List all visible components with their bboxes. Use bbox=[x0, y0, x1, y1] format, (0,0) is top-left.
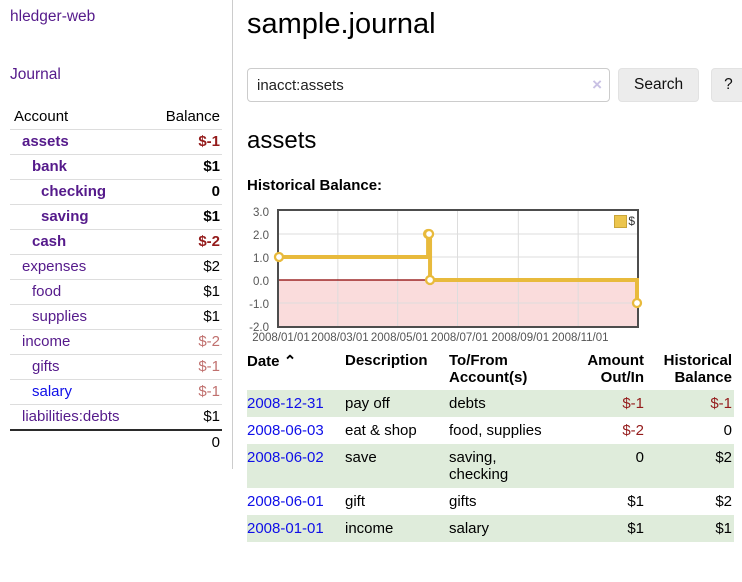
brand-link[interactable]: hledger-web bbox=[10, 8, 96, 25]
account-balance: $-1 bbox=[147, 379, 222, 405]
account-row: income $-2 bbox=[10, 329, 222, 355]
account-link-checking[interactable]: checking bbox=[41, 183, 107, 200]
transaction-amount: $-2 bbox=[622, 422, 644, 439]
help-button[interactable]: ? bbox=[711, 68, 742, 102]
account-balance: $2 bbox=[147, 254, 222, 280]
chart-plot-area: $ 3.0 2.0 1.0 0.0 -1.0 -2.0 2008/01/01 2008/03… bbox=[249, 207, 643, 344]
transaction-row: 2008-01-01 income salary $1 $1 bbox=[247, 515, 734, 542]
account-balance: $1 bbox=[147, 404, 222, 430]
page-title: sample.journal bbox=[247, 8, 436, 40]
sort-asc-icon: ⌃ bbox=[283, 353, 297, 370]
transaction-amount: $1 bbox=[627, 493, 644, 510]
transaction-description: save bbox=[345, 444, 449, 488]
chart-canvas bbox=[273, 211, 643, 326]
transaction-row: 2008-06-03 eat & shop food, supplies $-2… bbox=[247, 417, 734, 444]
transaction-amount: $1 bbox=[566, 515, 646, 542]
account-row: expenses $2 bbox=[10, 254, 222, 280]
accounts-total-value: 0 bbox=[147, 429, 222, 455]
transaction-amount: $-1 bbox=[566, 390, 646, 417]
transaction-amount: 0 bbox=[566, 444, 646, 488]
chart-title: Historical Balance: bbox=[247, 177, 383, 194]
transaction-balance: 0 bbox=[723, 422, 732, 439]
transaction-date-link[interactable]: 2008-01-01 bbox=[247, 520, 324, 537]
account-link-bank[interactable]: bank bbox=[32, 158, 68, 175]
transaction-date-link[interactable]: 2008-06-02 bbox=[247, 449, 324, 466]
clear-search-icon[interactable]: × bbox=[592, 75, 602, 94]
search-input[interactable] bbox=[247, 68, 610, 102]
transaction-row: 2008-06-02 save saving, checking 0 $2 bbox=[247, 444, 734, 488]
account-link-gifts[interactable]: gifts bbox=[32, 358, 60, 375]
legend-series-label: $ bbox=[628, 214, 635, 228]
balance-column-header: Balance bbox=[165, 108, 220, 125]
account-column-header: Account bbox=[14, 108, 69, 125]
transaction-accounts: gifts bbox=[449, 493, 477, 510]
account-row: gifts $-1 bbox=[10, 354, 222, 380]
register-table: Date ⌃ Description To/From Account(s) Am… bbox=[247, 348, 734, 542]
accounts-total-row: 0 bbox=[10, 429, 222, 455]
historical-balance-chart: $ 3.0 2.0 1.0 0.0 -1.0 -2.0 2008/01/01 2008/03… bbox=[249, 207, 643, 344]
account-heading: assets bbox=[247, 127, 317, 154]
account-balance: $-1 bbox=[147, 129, 222, 155]
sidebar: hledger-web Journal Account Balance asse… bbox=[0, 0, 233, 469]
account-row: checking 0 bbox=[10, 179, 222, 205]
search-form: × Search ? bbox=[247, 68, 742, 102]
account-link-liabilities-debts[interactable]: liabilities:debts bbox=[22, 408, 120, 425]
transaction-accounts: debts bbox=[449, 390, 566, 417]
transaction-balance: $2 bbox=[646, 444, 734, 488]
account-link-assets[interactable]: assets bbox=[22, 133, 69, 150]
transaction-accounts: saving, checking bbox=[449, 444, 566, 488]
account-row: assets $-1 bbox=[10, 129, 222, 155]
transaction-description: eat & shop bbox=[345, 422, 417, 439]
search-button[interactable]: Search bbox=[618, 68, 700, 102]
account-balance: $-2 bbox=[147, 229, 222, 255]
account-row: cash $-2 bbox=[10, 229, 222, 255]
transaction-row: 2008-06-01 gift gifts $1 $2 bbox=[247, 488, 734, 515]
account-balance: $1 bbox=[147, 204, 222, 230]
account-balance: $-1 bbox=[147, 354, 222, 380]
accounts-header-row: Account Balance bbox=[10, 105, 222, 130]
register-header-row: Date ⌃ Description To/From Account(s) Am… bbox=[247, 348, 734, 390]
transaction-row: 2008-12-31 pay off debts $-1 $-1 bbox=[247, 390, 734, 417]
account-row: supplies $1 bbox=[10, 304, 222, 330]
transaction-balance: $2 bbox=[715, 493, 732, 510]
account-link-salary[interactable]: salary bbox=[32, 383, 73, 400]
description-column-header: Description bbox=[345, 352, 428, 369]
account-link-expenses[interactable]: expenses bbox=[22, 258, 87, 275]
account-row: food $1 bbox=[10, 279, 222, 305]
transaction-balance: $1 bbox=[646, 515, 734, 542]
accounts-balance-table: Account Balance assets $-1 bank $1 check… bbox=[10, 105, 222, 455]
account-link-food[interactable]: food bbox=[32, 283, 62, 300]
transaction-date-link[interactable]: 2008-06-03 bbox=[247, 422, 324, 439]
accounts-column-header: To/From Account(s) bbox=[449, 352, 528, 386]
account-link-supplies[interactable]: supplies bbox=[32, 308, 88, 325]
transaction-accounts: salary bbox=[449, 515, 566, 542]
account-balance: $1 bbox=[147, 279, 222, 305]
transaction-date-link[interactable]: 2008-06-01 bbox=[247, 493, 324, 510]
transaction-description: income bbox=[345, 515, 449, 542]
transaction-description: pay off bbox=[345, 390, 449, 417]
account-link-cash[interactable]: cash bbox=[32, 233, 67, 250]
account-row: saving $1 bbox=[10, 204, 222, 230]
transaction-balance: $-1 bbox=[646, 390, 734, 417]
account-balance: $-2 bbox=[147, 329, 222, 355]
sidebar-item-journal[interactable]: Journal bbox=[10, 66, 61, 83]
chart-legend: $ bbox=[614, 214, 635, 228]
account-balance: 0 bbox=[147, 179, 222, 205]
main-content: sample.journal × Search ? assets Histori… bbox=[233, 0, 742, 552]
account-balance: $1 bbox=[147, 304, 222, 330]
transaction-accounts: food, supplies bbox=[449, 422, 542, 439]
account-row: liabilities:debts $1 bbox=[10, 404, 222, 430]
account-row: salary $-1 bbox=[10, 379, 222, 405]
balance-column-header: Historical Balance bbox=[663, 352, 732, 386]
account-link-saving[interactable]: saving bbox=[41, 208, 89, 225]
transaction-description: gift bbox=[345, 493, 366, 510]
account-link-income[interactable]: income bbox=[22, 333, 71, 350]
account-row: bank $1 bbox=[10, 154, 222, 180]
transaction-date-link[interactable]: 2008-12-31 bbox=[247, 395, 324, 412]
amount-column-header: Amount Out/In bbox=[587, 352, 644, 386]
legend-swatch-icon bbox=[614, 214, 628, 228]
app-window: hledger-web Journal Account Balance asse… bbox=[0, 0, 742, 552]
account-balance: $1 bbox=[147, 154, 222, 180]
date-column-header[interactable]: Date ⌃ bbox=[247, 353, 297, 370]
